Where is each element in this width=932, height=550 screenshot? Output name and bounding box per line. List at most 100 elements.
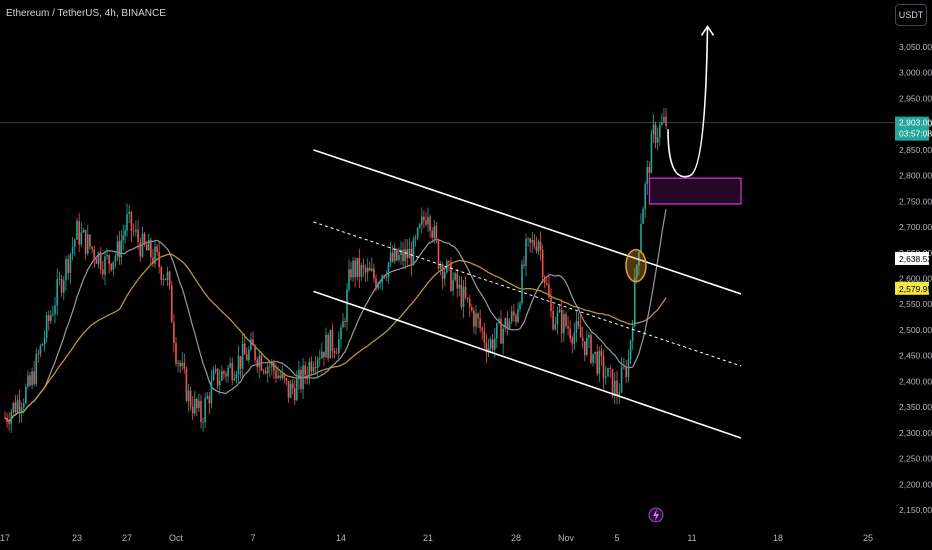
candle bbox=[214, 364, 217, 374]
candle-body bbox=[563, 314, 565, 334]
candle bbox=[402, 242, 404, 268]
candle-body bbox=[500, 319, 502, 344]
candle-body bbox=[414, 238, 417, 240]
candle bbox=[128, 204, 131, 224]
x-tick-label: 18 bbox=[773, 533, 783, 543]
candle-body bbox=[27, 375, 29, 387]
candle bbox=[231, 357, 234, 386]
candle-body bbox=[31, 371, 33, 386]
candle bbox=[187, 383, 190, 412]
channel-upper-line[interactable] bbox=[313, 149, 742, 295]
candle bbox=[489, 336, 492, 354]
candle bbox=[130, 210, 133, 242]
candle bbox=[471, 303, 473, 313]
candle bbox=[431, 227, 433, 243]
candle-body bbox=[181, 362, 184, 367]
candle-body bbox=[25, 386, 27, 404]
channel-lower-line[interactable] bbox=[313, 290, 742, 439]
candle-body bbox=[558, 309, 561, 313]
price-axis[interactable]: 3,050.003,000.002,950.002,900.002,850.00… bbox=[894, 0, 932, 550]
candle-body bbox=[435, 225, 438, 241]
candle bbox=[258, 349, 261, 378]
projection-path[interactable] bbox=[667, 26, 709, 178]
candle-body bbox=[525, 238, 527, 266]
candle bbox=[147, 233, 150, 251]
lightning-icon-bolt bbox=[653, 509, 659, 521]
candle-body bbox=[108, 255, 110, 264]
candle-body bbox=[348, 269, 350, 290]
candle-body bbox=[437, 240, 440, 269]
candle bbox=[152, 249, 154, 268]
candle bbox=[552, 303, 554, 331]
candle bbox=[437, 238, 440, 271]
candle-body bbox=[166, 271, 169, 280]
x-tick-label: 28 bbox=[511, 533, 521, 543]
candle-body bbox=[404, 249, 406, 262]
candle-body bbox=[354, 260, 356, 278]
candle-body bbox=[393, 248, 396, 262]
candle-body bbox=[216, 368, 219, 386]
candle bbox=[379, 279, 381, 289]
candle-body bbox=[546, 283, 548, 285]
candlesticks[interactable] bbox=[4, 107, 667, 434]
candle-body bbox=[629, 340, 632, 360]
candle bbox=[360, 262, 363, 281]
lightning-icon[interactable] bbox=[648, 507, 664, 523]
candle bbox=[124, 224, 126, 244]
candle-body bbox=[418, 224, 421, 228]
candle bbox=[93, 245, 96, 268]
demand-zone[interactable] bbox=[648, 177, 742, 205]
candle bbox=[500, 310, 502, 344]
candle bbox=[550, 288, 552, 318]
candle-body bbox=[385, 277, 388, 278]
candle-body bbox=[302, 365, 304, 390]
candle bbox=[573, 323, 576, 351]
candle-body bbox=[350, 269, 352, 278]
projection-arrowhead[interactable] bbox=[700, 24, 715, 36]
candle-body bbox=[296, 379, 298, 401]
candle bbox=[227, 364, 229, 384]
time-axis[interactable]: 17 23 27 Oct 7 14 21 28 Nov 5 11 18 25 bbox=[0, 533, 873, 543]
y-tick-label: 2,150.00 bbox=[899, 505, 932, 515]
candle-body bbox=[50, 315, 52, 322]
candle bbox=[510, 305, 513, 325]
highlight-circle[interactable] bbox=[625, 248, 647, 283]
candle-body bbox=[250, 339, 252, 350]
y-tick-label: 2,600.00 bbox=[899, 274, 932, 284]
candle bbox=[84, 229, 87, 260]
drawings[interactable] bbox=[313, 24, 742, 523]
candle-body bbox=[519, 303, 521, 310]
candle bbox=[52, 305, 54, 317]
candle bbox=[398, 247, 400, 263]
candle-body bbox=[583, 341, 586, 355]
candle-body bbox=[623, 366, 625, 368]
candle bbox=[563, 309, 565, 343]
candle bbox=[50, 310, 52, 325]
moving-averages bbox=[4, 209, 667, 423]
candle bbox=[202, 417, 204, 432]
candle bbox=[548, 273, 550, 299]
candle-body bbox=[198, 400, 200, 409]
candle-body bbox=[179, 362, 181, 367]
candle bbox=[663, 108, 665, 124]
candle bbox=[435, 222, 438, 244]
candle bbox=[254, 344, 256, 364]
candle bbox=[329, 329, 332, 359]
candle bbox=[656, 127, 659, 151]
candle bbox=[427, 207, 429, 233]
candle bbox=[91, 245, 93, 254]
candle-body bbox=[640, 224, 642, 252]
candle-body bbox=[646, 166, 649, 185]
channel-mid-line[interactable] bbox=[313, 221, 742, 367]
candle-body bbox=[316, 359, 319, 368]
candle-body bbox=[99, 252, 102, 270]
candle bbox=[439, 261, 442, 276]
candle bbox=[565, 311, 567, 329]
ma-fast-badge-bg bbox=[895, 251, 929, 265]
candle bbox=[271, 358, 273, 376]
candle-body bbox=[69, 253, 72, 273]
currency-button[interactable]: USDT bbox=[895, 4, 927, 26]
candle-body bbox=[164, 278, 167, 280]
